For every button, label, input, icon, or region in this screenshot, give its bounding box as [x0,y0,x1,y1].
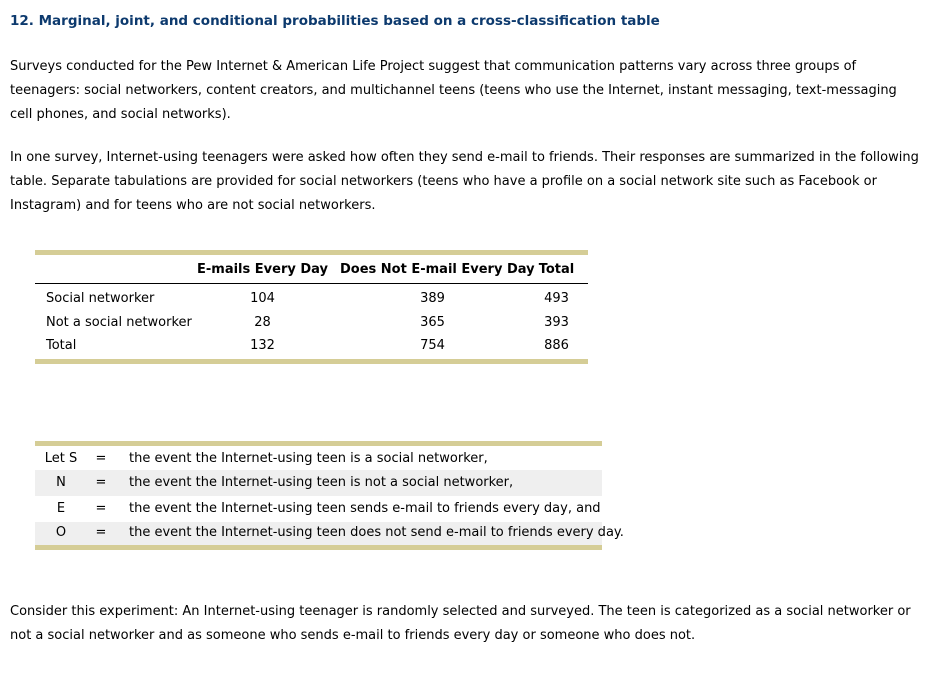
event-description: the event the Internet-using teen is a s… [129,451,488,467]
list-item: Let S = the event the Internet-using tee… [35,444,602,470]
event-description: the event the Internet-using teen does n… [129,524,624,540]
crosstab-header-row: E-mails Every Day Does Not E-mail Every … [35,252,588,284]
page-title: 12. Marginal, joint, and conditional pro… [10,13,660,29]
cell-value: 886 [544,337,569,353]
cell-value: 493 [544,290,569,306]
cell-value: 393 [544,315,569,330]
equals-sign: = [95,451,107,467]
crosstab-table: E-mails Every Day Does Not E-mail Every … [35,250,588,364]
table-row: Total 132 754 886 [35,336,588,362]
crosstab-header-blank [35,252,185,284]
equals-sign: = [95,524,107,540]
row-label: Social networker [46,290,155,306]
cell-value: 132 [250,337,275,353]
cell-value: 28 [254,315,271,330]
crosstab-header-total: Total [525,252,588,284]
event-symbol: Let S [44,451,78,467]
event-description: the event the Internet-using teen is not… [129,475,514,490]
list-item: O = the event the Internet-using teen do… [35,521,624,548]
row-label: Not a social networker [46,315,192,330]
equals-sign: = [95,501,107,516]
crosstab-header-emails: E-mails Every Day [185,252,340,284]
intro-paragraph: Surveys conducted for the Pew Internet &… [10,59,897,122]
equals-sign: = [95,475,107,490]
survey-paragraph: In one survey, Internet-using teenagers … [10,150,919,213]
event-symbol: E [56,501,66,516]
row-label: Total [46,337,77,353]
list-item: E = the event the Internet-using teen se… [35,496,602,522]
table-row: Social networker 104 389 493 [35,284,588,310]
cell-value: 365 [420,315,445,330]
experiment-paragraph: Consider this experiment: An Internet-us… [10,604,911,643]
event-description: the event the Internet-using teen sends … [129,501,601,516]
table-row: Not a social networker 28 365 393 [35,310,588,336]
cell-value: 754 [420,337,445,353]
list-item: N = the event the Internet-using teen is… [35,469,602,496]
event-symbol: N [56,475,66,490]
crosstab-header-no-emails: Does Not E-mail Every Day [340,252,535,284]
event-symbol: O [55,524,67,540]
event-definitions-table: Let S = the event the Internet-using tee… [35,441,624,550]
cell-value: 389 [420,290,445,306]
cell-value: 104 [250,290,275,306]
